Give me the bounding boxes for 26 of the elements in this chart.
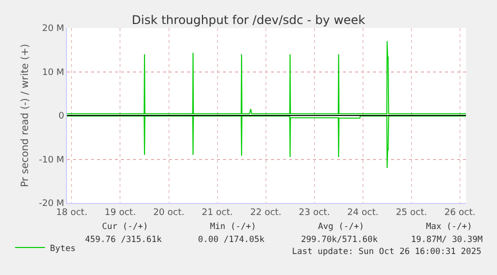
y-tick-label: 20 M xyxy=(42,24,64,34)
x-tick-label: 25 oct. xyxy=(396,208,427,218)
text: 19.87M/ 30.39M xyxy=(411,235,483,245)
x-tick-label: 22 oct. xyxy=(250,208,282,218)
chart-title: Disk throughput for /dev/sdc - by week xyxy=(132,13,366,28)
text: 0.00 /174.05k xyxy=(198,235,265,245)
x-tick-label: 23 oct. xyxy=(298,208,330,218)
text: 459.76 /315.61k xyxy=(85,235,162,245)
y-tick-label: 10 M xyxy=(42,68,64,78)
text: Max (-/+) xyxy=(426,222,472,232)
text: Min (-/+) xyxy=(210,222,256,232)
x-tick-label: 21 oct. xyxy=(202,208,233,218)
legend-label: Bytes xyxy=(50,244,76,254)
text: Avg (-/+) xyxy=(318,222,364,232)
text: Last update: Sun Oct 26 16:00:31 2025 xyxy=(292,247,482,257)
x-tick-label: 19 oct. xyxy=(104,208,136,218)
y-tick-label: 0 xyxy=(58,112,64,122)
x-tick-label: 26 oct. xyxy=(444,208,476,218)
x-tick-label: 20 oct. xyxy=(153,208,184,218)
x-tick-label: 24 oct. xyxy=(347,208,378,218)
text: 299.70k/571.60k xyxy=(301,235,378,245)
y-tick-label: -10 M xyxy=(38,155,64,166)
text: Cur (-/+) xyxy=(102,222,148,232)
y-tick-label: -20 M xyxy=(38,199,64,210)
x-tick-label: 18 oct. xyxy=(56,208,88,218)
y-axis-title: Pr second read (-) / write (+) xyxy=(20,44,31,188)
